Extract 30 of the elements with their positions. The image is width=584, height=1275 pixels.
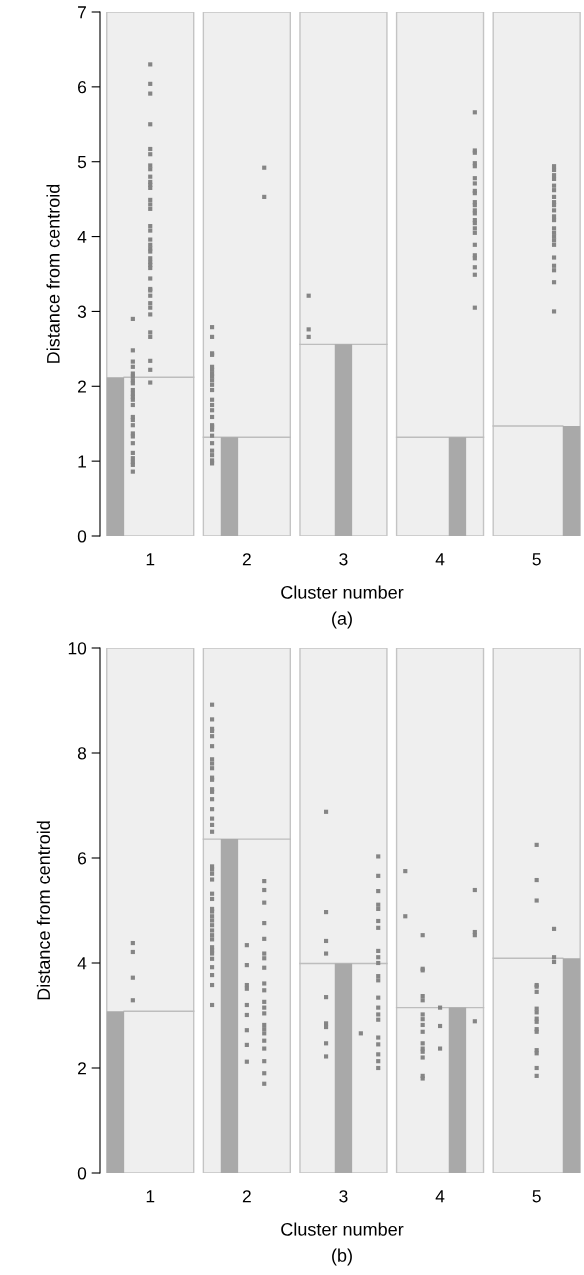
- y-tick-label: 4: [77, 957, 87, 970]
- x-tick-label: 3: [339, 553, 348, 566]
- y-tick-label: 2: [78, 380, 86, 393]
- y-tick-label: 7: [78, 6, 86, 19]
- y-tick-label: 6: [78, 852, 87, 865]
- x-tick-label: 2: [242, 553, 251, 566]
- x-tick-label: 5: [532, 1190, 541, 1203]
- y-tick-label: 6: [78, 81, 87, 94]
- text: (a): [332, 611, 352, 629]
- y-tick-label: 0: [77, 530, 87, 543]
- text: (b): [332, 1248, 352, 1266]
- y-tick-label: 1: [78, 455, 86, 468]
- y-tick-label: 5: [77, 156, 87, 169]
- x-tick-label: 3: [339, 1190, 348, 1203]
- y-tick-label: 10: [68, 642, 87, 655]
- y-tick-label: 3: [77, 305, 87, 318]
- y-axis-title: Distance from centroid: [36, 821, 51, 1000]
- x-tick-label: 2: [242, 1190, 251, 1203]
- x-tick-label: 1: [146, 1190, 155, 1203]
- y-tick-label: 0: [77, 1167, 87, 1180]
- x-axis-title: Cluster number: [281, 585, 404, 599]
- y-tick-label: 4: [77, 230, 87, 243]
- x-tick-label: 4: [435, 553, 445, 566]
- x-tick-label: 1: [146, 553, 155, 566]
- x-axis-title: Cluster number: [281, 1222, 404, 1236]
- x-tick-label: 4: [435, 1190, 445, 1203]
- x-tick-label: 5: [532, 553, 541, 566]
- y-tick-label: 2: [78, 1062, 86, 1075]
- y-tick-label: 8: [77, 747, 87, 760]
- y-axis-title: Distance from centroid: [46, 184, 60, 363]
